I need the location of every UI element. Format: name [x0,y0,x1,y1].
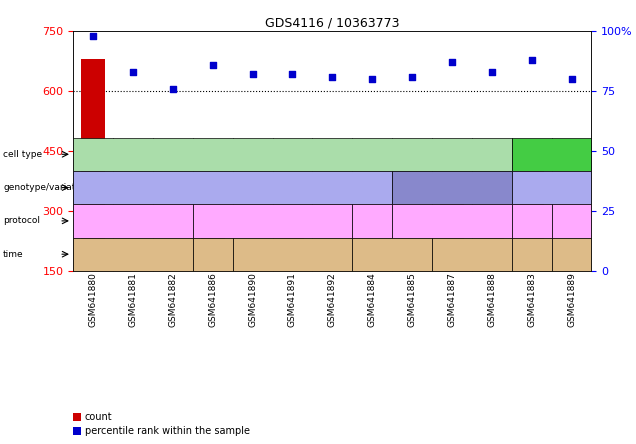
Text: 48 hr: 48 hr [461,250,483,259]
Bar [280,217,305,271]
Bar [81,59,105,271]
Point [407,73,417,80]
Text: RAG1-/-: RAG1-/- [217,183,249,192]
Bar [480,211,504,271]
Text: diabetogenic BDC T cell
transfer: diabetogenic BDC T cell transfer [401,211,502,230]
Point [527,56,537,63]
Text: B6.g7
splenocytes
transfer: B6.g7 splenocytes transfer [351,211,393,231]
Text: diabetogenic BDC T cell
transfer: diabetogenic BDC T cell transfer [222,211,323,230]
Text: time: time [3,250,24,259]
Text: pancreatic islets: pancreatic islets [258,150,327,159]
Text: untreated: untreated [515,218,549,224]
Text: genotype/variation: genotype/variation [3,183,90,192]
Bar [520,159,544,271]
Text: untreated: untreated [112,216,154,226]
Bar [440,195,464,271]
Text: 48 hr: 48 hr [281,250,303,259]
Text: 24 hr: 24 hr [562,251,581,257]
Text: purified beta
cells: purified beta cells [525,145,579,164]
Point [327,73,337,80]
Bar [121,265,145,271]
Text: contro
l: contro l [520,248,543,261]
Bar [360,264,384,271]
Text: control: control [118,250,148,259]
Point [88,32,98,40]
Point [247,71,258,78]
Text: 24 hr: 24 hr [381,250,403,259]
Bar [201,236,225,271]
Title: GDS4116 / 10363773: GDS4116 / 10363773 [265,17,399,30]
Text: INFGR-/-: INFGR-/- [434,183,469,192]
Point [367,75,377,83]
Text: percentile rank within the sample: percentile rank within the sample [85,426,249,436]
Point [487,68,497,75]
Text: protocol: protocol [3,216,40,226]
Bar [560,257,583,271]
Point [567,75,577,83]
Text: RAG1-/-: RAG1-/- [536,183,567,192]
Bar [400,247,424,271]
Point [447,59,457,66]
Text: cell type: cell type [3,150,43,159]
Text: 24 hr: 24 hr [204,251,222,257]
Point [287,71,298,78]
Bar [240,243,265,271]
Point [207,61,218,68]
Bar [321,239,344,271]
Bar [161,270,185,271]
Text: count: count [85,412,112,422]
Text: diabeto
genic
BDC T
cell trans: diabeto genic BDC T cell trans [555,207,588,234]
Point [168,85,178,92]
Point [128,68,138,75]
